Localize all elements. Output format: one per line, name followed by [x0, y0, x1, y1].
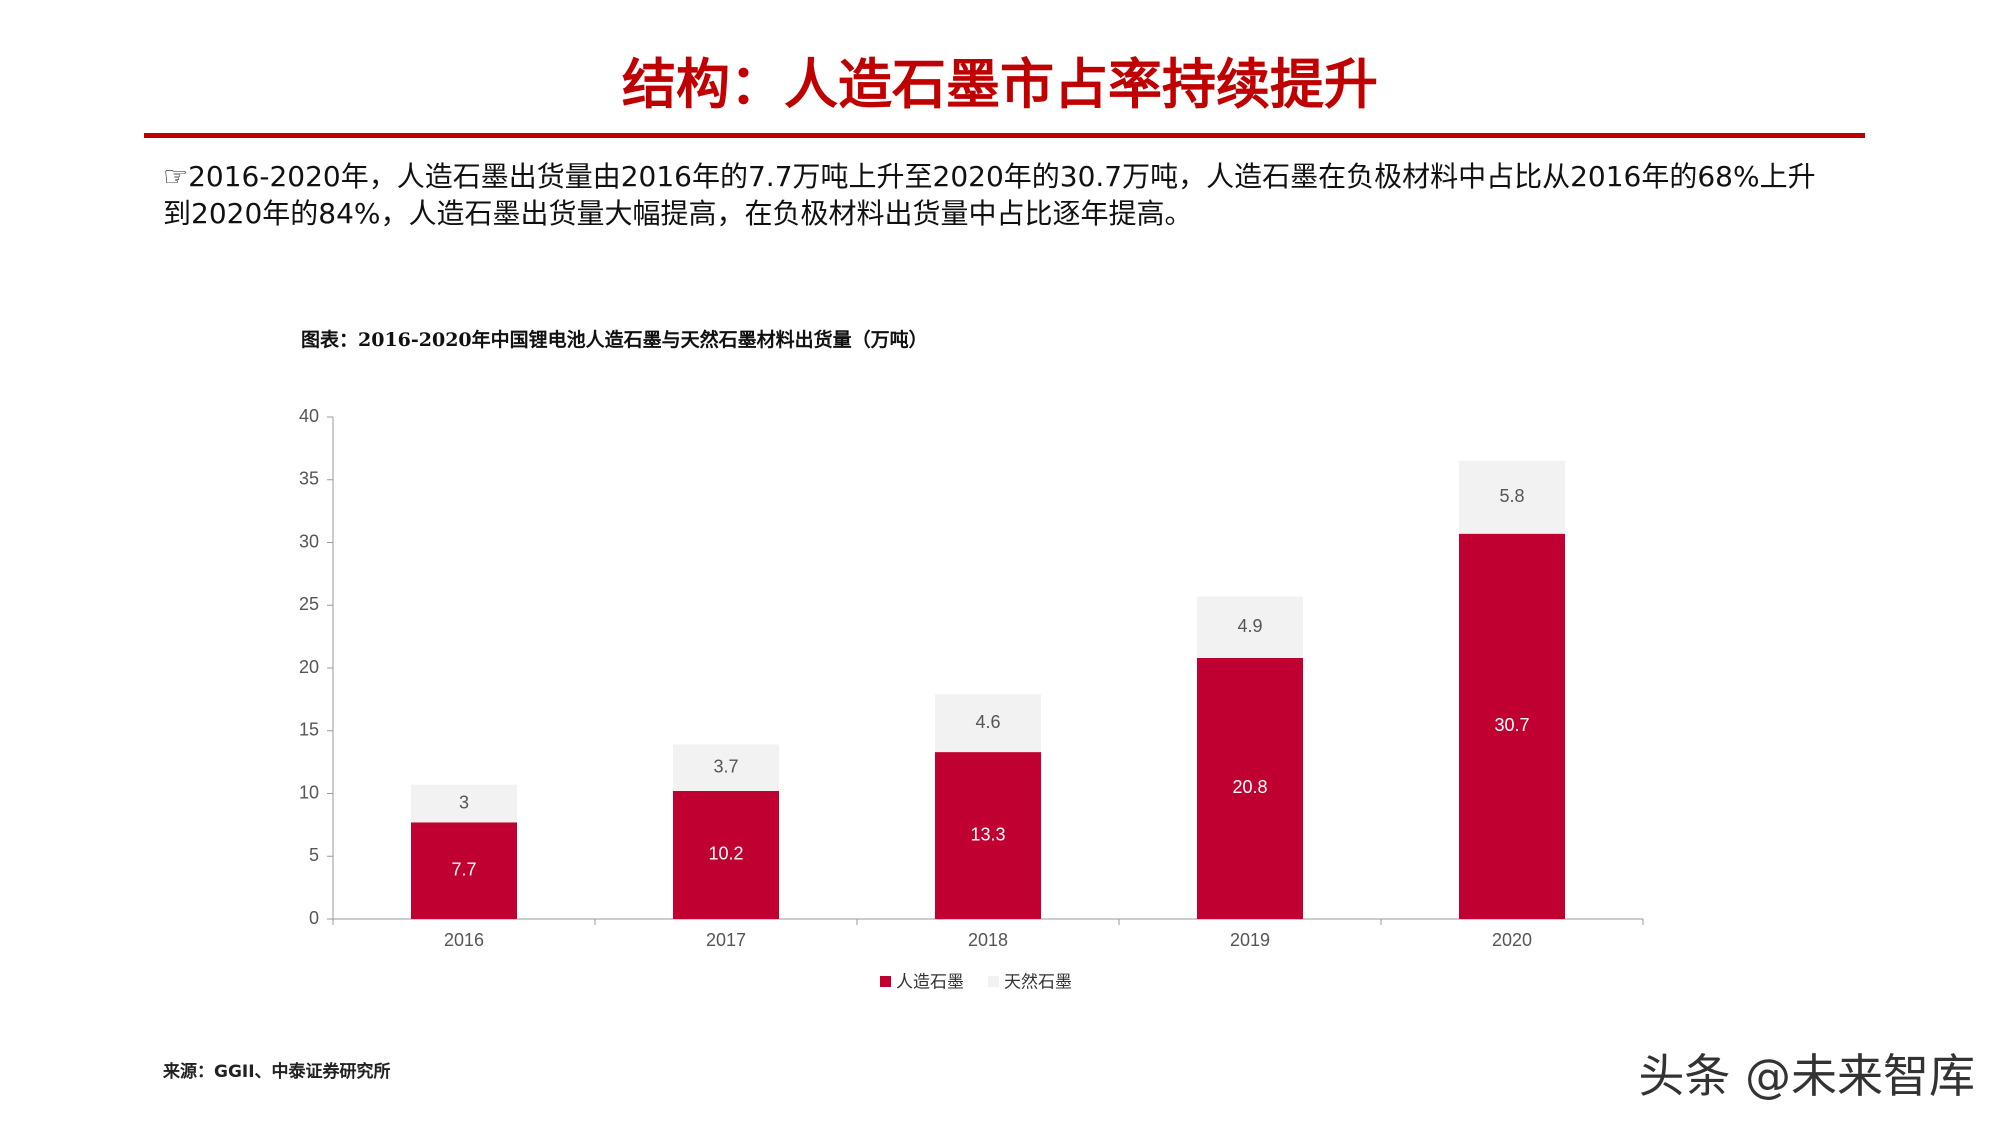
slide-title: 结构：人造石墨市占率持续提升	[622, 52, 1378, 116]
body-text: ☞2016-2020年，人造石墨出货量由2016年的7.7万吨上升至2020年的…	[163, 160, 1816, 230]
y-tick-label: 30	[299, 531, 319, 551]
bar-segment	[673, 790, 779, 919]
data-label: 5.8	[1499, 486, 1524, 506]
legend-label: 人造石墨	[896, 973, 964, 993]
source-note: 来源：GGII、中泰证券研究所	[163, 1062, 391, 1082]
data-label: 30.7	[1494, 715, 1529, 735]
y-tick-label: 0	[309, 908, 319, 928]
data-label: 3.7	[713, 757, 738, 777]
data-label: 3	[459, 792, 469, 812]
x-tick-label: 2016	[444, 930, 484, 950]
bar-segment	[411, 784, 517, 823]
bar-segment	[1459, 533, 1565, 919]
bar-segment	[1197, 596, 1303, 658]
bar-segment	[673, 744, 779, 791]
y-tick-label: 20	[299, 657, 319, 677]
data-label: 4.6	[975, 712, 1000, 732]
x-tick-label: 2019	[1230, 930, 1270, 950]
y-tick-label: 15	[299, 720, 319, 740]
bar-segment	[935, 752, 1041, 919]
watermark: 头条 @未来智库	[1638, 1049, 1975, 1103]
legend-swatch	[988, 976, 999, 987]
y-tick-label: 35	[299, 469, 319, 489]
title-rule	[144, 133, 1865, 138]
legend-swatch	[880, 976, 891, 987]
y-tick-label: 10	[299, 782, 319, 802]
chart-title: 图表：2016-2020年中国锂电池人造石墨与天然石墨材料出货量（万吨）	[301, 328, 928, 351]
bar-segment	[935, 694, 1041, 753]
y-tick-label: 25	[299, 594, 319, 614]
bar-segment	[1459, 460, 1565, 534]
data-label: 20.8	[1232, 777, 1267, 797]
bar-segment	[1197, 657, 1303, 919]
x-tick-label: 2018	[968, 930, 1008, 950]
data-label: 4.9	[1237, 616, 1262, 636]
x-tick-label: 2017	[706, 930, 746, 950]
data-label: 13.3	[970, 824, 1005, 844]
x-tick-label: 2020	[1492, 930, 1532, 950]
data-label: 7.7	[451, 859, 476, 879]
y-tick-label: 40	[299, 406, 319, 426]
bar-segment	[411, 822, 517, 919]
y-tick-label: 5	[309, 845, 319, 865]
data-label: 10.2	[708, 844, 743, 864]
legend-label: 天然石墨	[1004, 973, 1072, 993]
